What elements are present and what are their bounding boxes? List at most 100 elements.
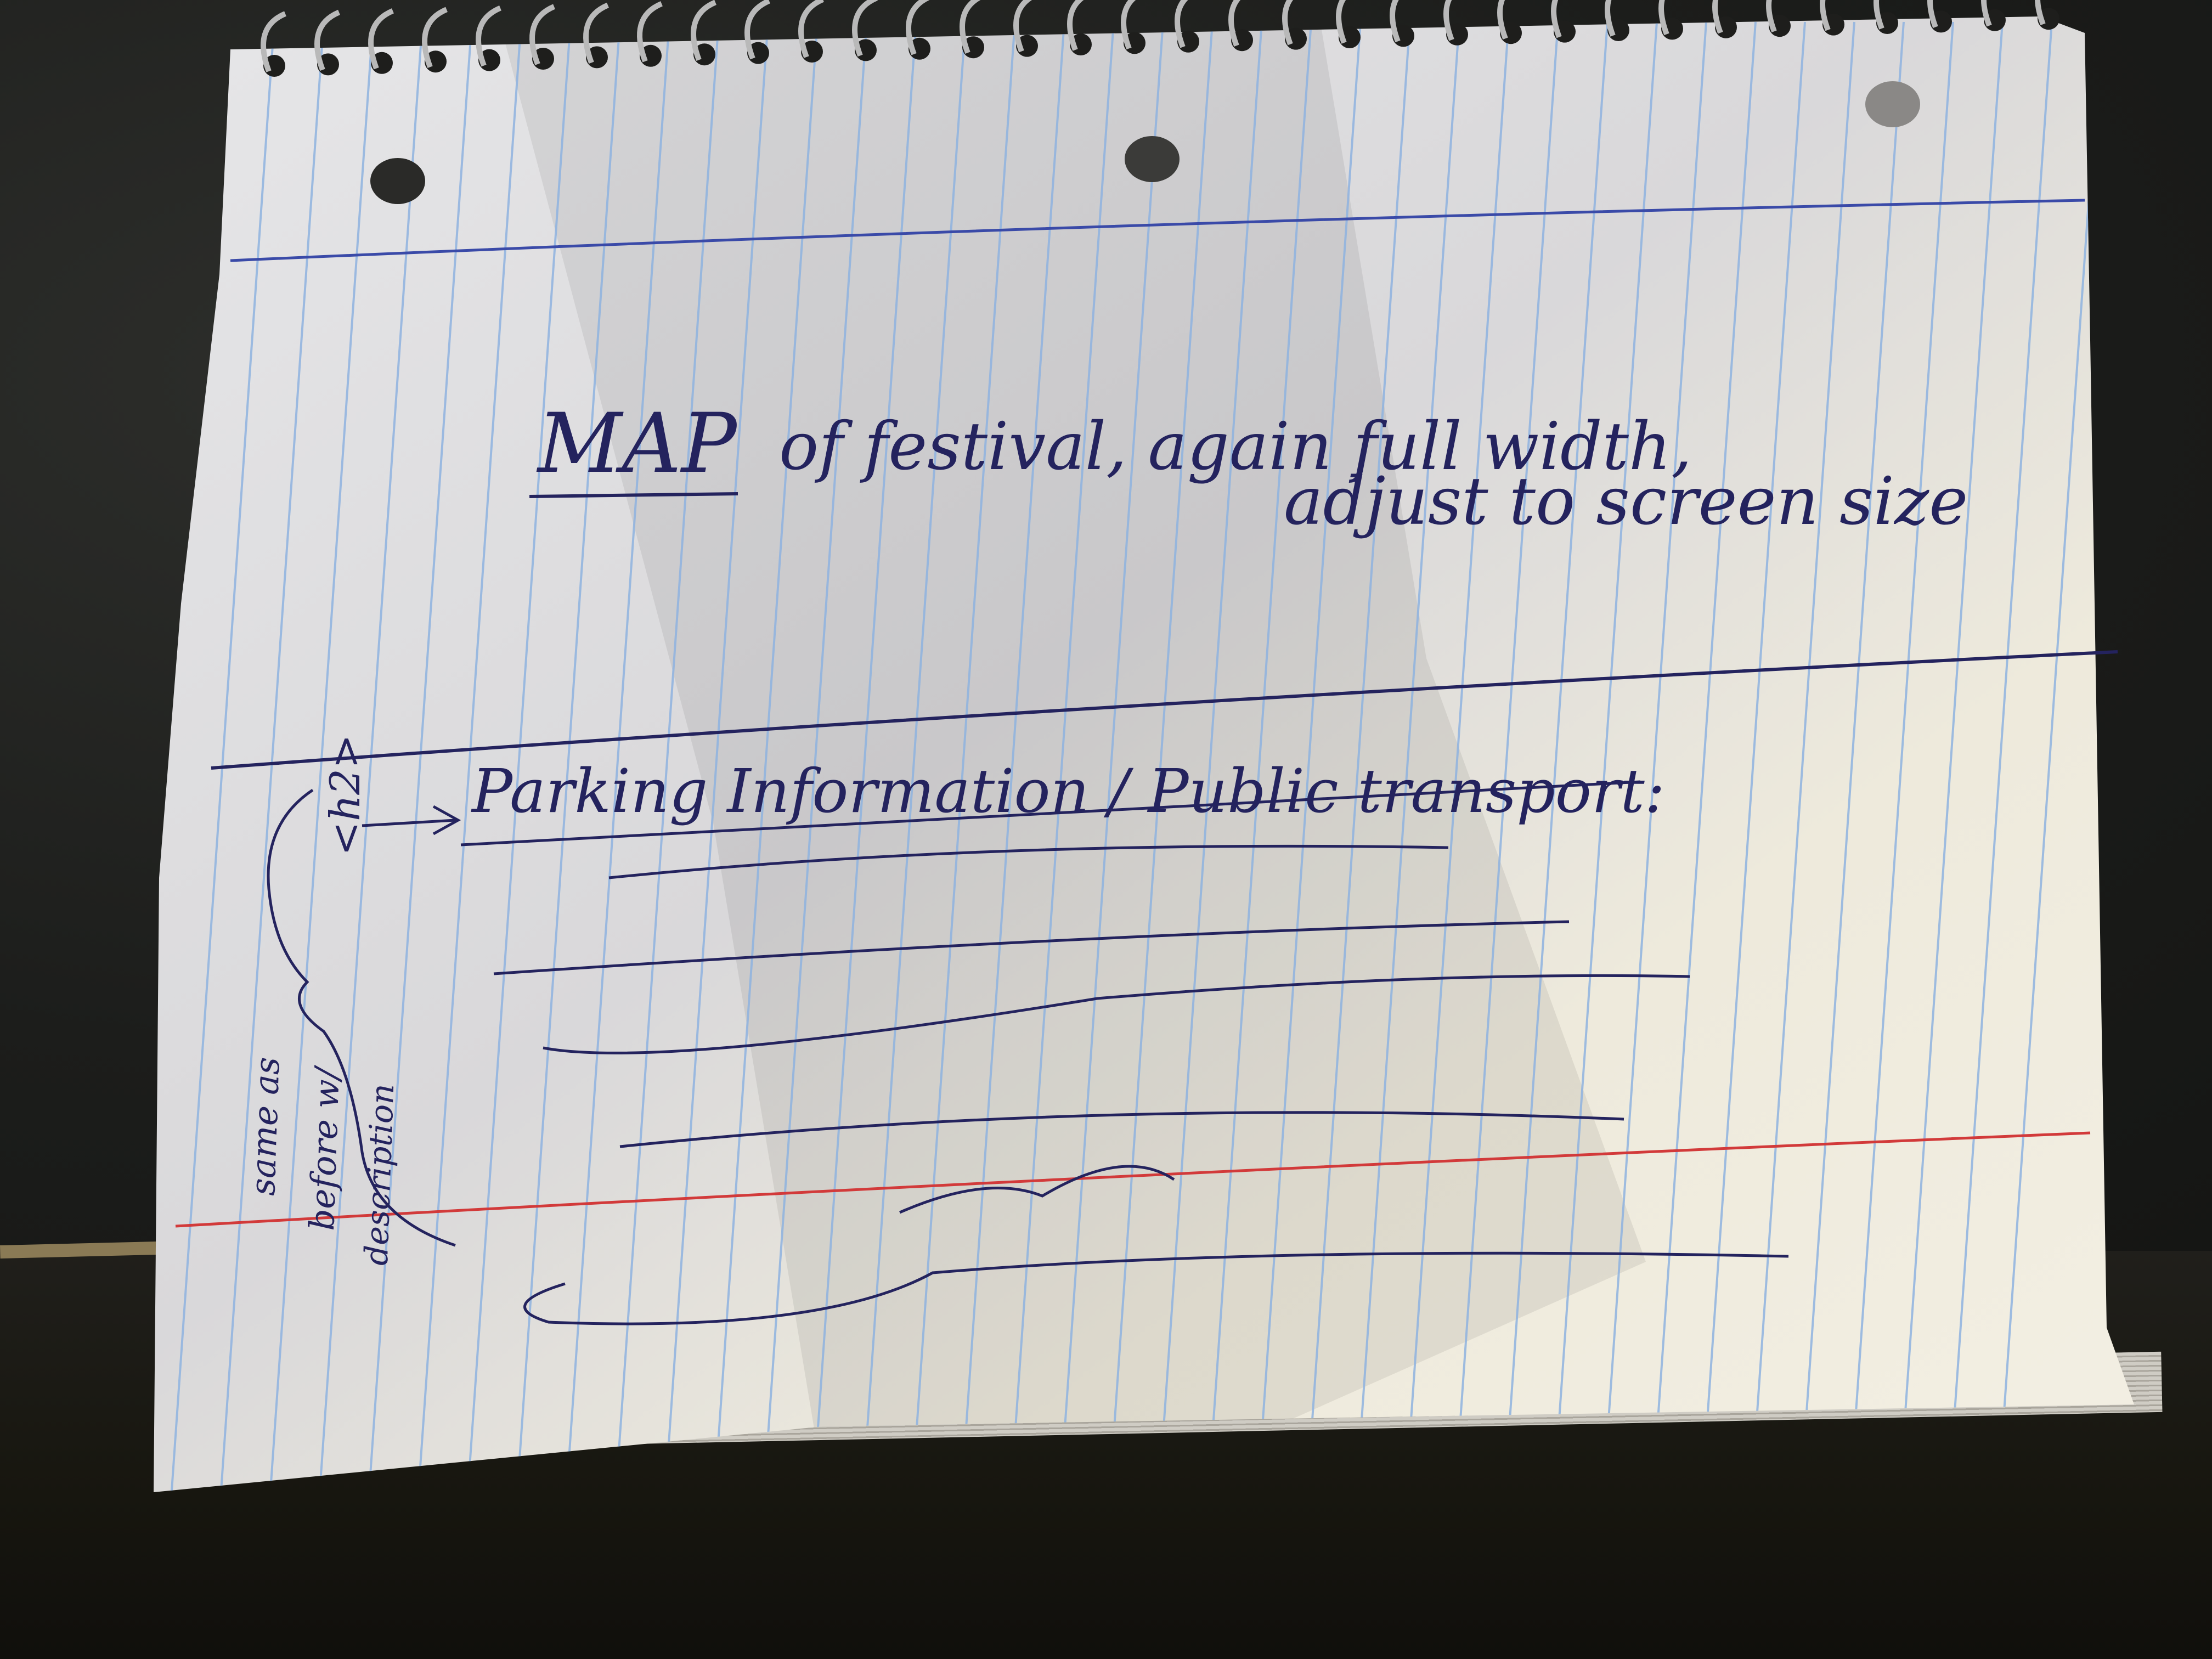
rule-line [1156,21,1263,1492]
side-note-line-2: before w/ [302,1064,347,1231]
spiral-hole [1715,16,1737,38]
placeholder-line [493,920,1570,975]
side-note-line-3: description [358,1083,402,1266]
section-title-underline [460,780,1641,847]
spiral-ring [368,8,394,70]
spiral-ring [2035,0,2046,25]
rule-line [416,21,522,1492]
rule-line [268,21,374,1492]
paper-sheet [154,16,2134,1492]
rule-line [1601,21,1707,1492]
rule-line [1996,21,2102,1492]
rule-line [1551,21,1658,1492]
spiral-ring [1390,0,1401,43]
spiral-ring [1658,0,1669,36]
spiral-ring [691,0,717,61]
rule-line [1107,21,1214,1492]
rule-line [1749,21,1855,1492]
blue-rule-lines [169,21,2102,1492]
spiral-ring [314,9,341,71]
spiral-ring [1605,0,1616,37]
rule-line [811,21,917,1492]
spiral-hole [1607,19,1629,41]
rule-line [317,21,424,1492]
red-margin-line [175,1131,2091,1228]
heading-line-2: adjust to screen size [1284,464,1968,540]
light-shadow [494,16,1646,1481]
spiral-ring [1712,0,1723,34]
rule-line [1650,21,1757,1492]
rule-line [1897,21,2004,1492]
spiral-ring [1175,0,1188,48]
placeholder-line [899,1165,1175,1214]
rule-line [761,21,868,1492]
spiral-ring [1121,0,1136,50]
placeholder-line [619,1111,1624,1148]
rule-line [959,21,1065,1492]
rule-line [465,21,572,1492]
map-word: MAP [536,396,738,492]
spiral-ring [960,0,981,54]
rule-line [860,21,967,1492]
spiral-ring [1981,0,1992,27]
section-divider [211,650,2118,770]
rule-line [613,21,720,1492]
rule-line [1848,21,1954,1492]
spiral-ring [1067,0,1084,51]
section-block: Parking Information / Public transport: … [242,734,1665,1266]
spiral-ring [798,0,825,58]
spiral-ring [1282,0,1294,46]
heading-block: MAP of festival, again full width, adjus… [529,396,1968,540]
h2-tag: <h2> [321,734,369,856]
placeholder-text-lines [493,844,1789,1325]
spiral-ring [422,7,448,68]
spiral-ring [261,11,287,72]
punch-holes [370,81,1920,204]
heading-line-1: of festival, again full width, [779,409,1692,485]
rule-line [1798,21,1905,1492]
spiral-ring [852,0,878,57]
spiral-ring [1927,0,1938,29]
spiral-hole [1661,18,1683,40]
h2-arrow [362,805,461,836]
rule-line [1058,21,1164,1492]
spiral-ring [529,4,556,65]
side-note-line-1: same as [242,1056,287,1196]
rule-line [1700,21,1806,1492]
spiral-ring [1013,0,1032,53]
rule-line [1403,21,1510,1492]
rule-line [1255,21,1362,1492]
spiral-ring [1443,0,1454,41]
rule-line [564,21,670,1492]
spiral-ring [1766,0,1777,32]
spiral-ring [1336,0,1347,44]
rule-line [712,21,819,1492]
spiral-ring [1228,0,1241,47]
spiral-ring [906,0,930,55]
placeholder-line [608,844,1449,879]
rule-line [1453,21,1559,1492]
rule-line [1946,21,2053,1492]
spiral-ring [1820,0,1831,31]
rule-line [218,21,325,1492]
spiral-binding [261,0,2059,77]
rule-line [1305,21,1411,1492]
map-underline [529,492,738,498]
spiral-ring [1497,0,1508,40]
rule-line [1206,21,1312,1492]
spiral-ring [476,5,502,67]
rule-line [910,21,1016,1492]
curly-brace [267,788,456,1247]
rule-line [366,21,473,1492]
spiral-ring [637,1,663,63]
rule-line [1354,21,1460,1492]
spiral-hole [478,49,500,71]
blue-header-line [230,199,2085,262]
placeholder-line [543,974,1690,1054]
rule-line [515,21,621,1492]
spiral-ring [1551,0,1562,38]
rule-line [663,21,769,1492]
spiral-ring [744,0,771,60]
spiral-ring [1874,0,1884,30]
